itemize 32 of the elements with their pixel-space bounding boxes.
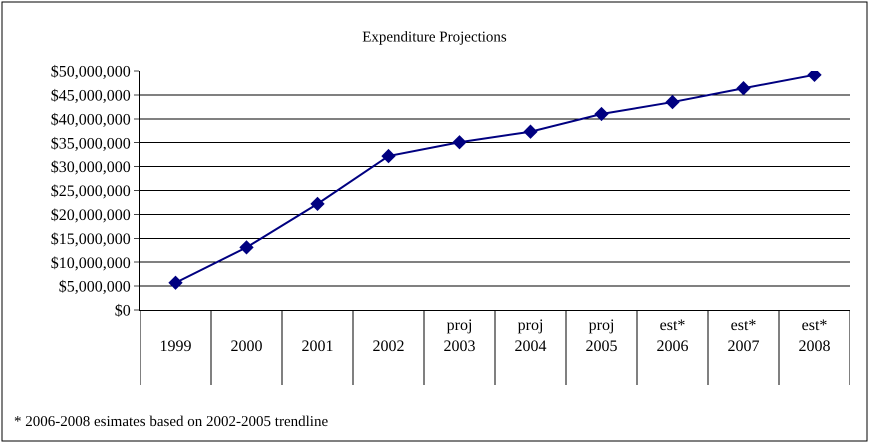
y-tick-label: $50,000,000 (50, 64, 131, 81)
y-tick-label: $45,000,000 (50, 88, 131, 104)
x-tick-label: proj 2004 (514, 317, 546, 355)
point (310, 196, 325, 212)
point (523, 124, 538, 139)
x-tick-label: 2002 (372, 338, 404, 355)
x-tick-label: est* 2008 (798, 317, 830, 355)
point (594, 106, 609, 122)
x-tick-label: est* 2007 (728, 317, 760, 355)
x-tick-label: 1999 (160, 338, 192, 355)
chart-title: Expenditure Projections (362, 29, 507, 46)
x-tick-label: proj 2003 (444, 317, 476, 355)
point (736, 81, 751, 96)
y-tick-label: $35,000,000 (50, 135, 131, 152)
x-tick-label: 2001 (302, 338, 334, 355)
y-tick-label: $25,000,000 (50, 183, 131, 200)
point (452, 135, 467, 150)
y-tick-label: $0 (114, 302, 131, 320)
y-tick-label: $15,000,000 (50, 230, 131, 248)
text: * 2006-2008 esimates based on 2002-2005 trendline (14, 414, 328, 430)
y-tick-label: $10,000,000 (50, 254, 131, 272)
y-tick-label: $20,000,000 (50, 207, 131, 224)
point (381, 148, 396, 164)
y-tick-label: $30,000,000 (50, 159, 131, 176)
y-tick-label: $5,000,000 (58, 278, 131, 296)
x-tick-label: est* 2006 (656, 317, 688, 355)
y-tick-label: $40,000,000 (50, 111, 131, 128)
point (665, 94, 680, 110)
point (168, 276, 183, 290)
x-tick-label: 2000 (230, 338, 262, 355)
point (239, 240, 254, 255)
x-tick-label: proj 2005 (586, 317, 618, 355)
